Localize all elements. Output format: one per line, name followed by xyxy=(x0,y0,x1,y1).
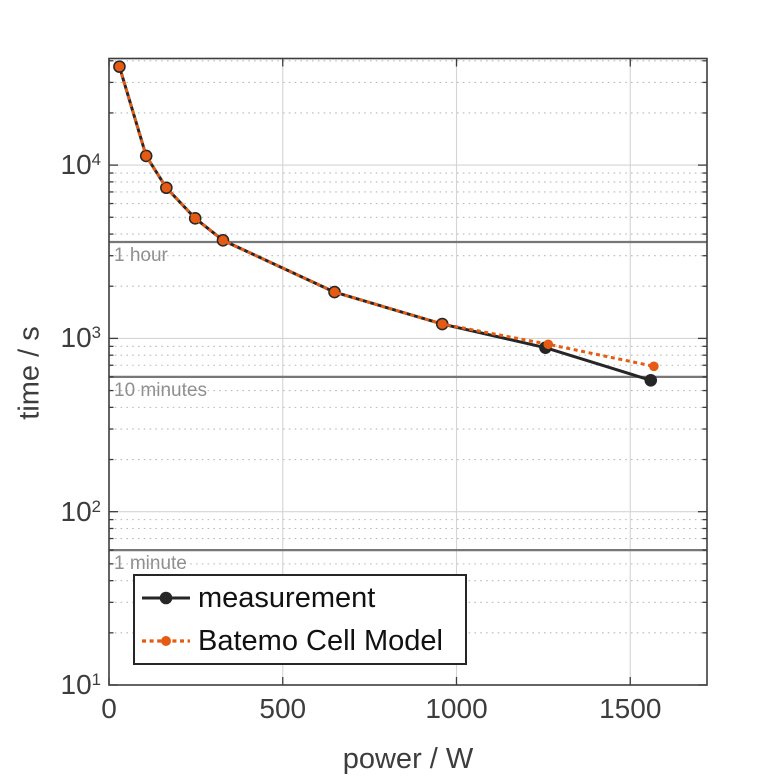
data-point-marker xyxy=(649,361,659,372)
legend-entry-model: Batemo Cell Model xyxy=(135,620,465,662)
reference-line-label: 10 minutes xyxy=(114,379,207,401)
series-measurement xyxy=(113,60,658,387)
data-point-marker xyxy=(644,374,658,387)
data-point-marker xyxy=(161,182,172,193)
x-tick-label: 1000 xyxy=(425,693,488,724)
reference-line-label: 1 hour xyxy=(114,244,168,266)
x-tick-label: 0 xyxy=(101,693,117,724)
reference-lines xyxy=(109,240,707,552)
measurement-line-sample-icon xyxy=(142,591,190,605)
data-point-marker xyxy=(329,287,340,297)
y-tick-label: 102 xyxy=(60,495,102,527)
x-tick-label: 500 xyxy=(259,693,307,724)
legend-label-model: Batemo Cell Model xyxy=(198,624,443,657)
y-tick-label: 103 xyxy=(60,322,102,354)
legend-entry-measurement: measurement xyxy=(135,577,465,619)
legend: measurement Batemo Cell Model xyxy=(133,574,467,665)
series-model xyxy=(114,61,659,372)
axes-box xyxy=(108,57,708,686)
series-line xyxy=(117,66,652,382)
grid-minor xyxy=(109,60,707,634)
data-point-marker xyxy=(218,235,228,246)
model-dotted-line-sample-icon xyxy=(142,636,190,646)
x-tick-label: 1500 xyxy=(599,693,662,724)
x-axis-label: power / W xyxy=(342,743,474,775)
legend-label-measurement: measurement xyxy=(198,581,376,614)
data-point-marker xyxy=(114,61,125,72)
data-point-marker xyxy=(190,213,200,224)
y-tick-label: 104 xyxy=(60,149,102,181)
reference-line-label: 1 minute xyxy=(114,553,187,575)
data-point-marker xyxy=(543,339,554,350)
y-tick-label: 101 xyxy=(60,669,102,700)
axis-ticks xyxy=(108,58,707,686)
data-point-marker xyxy=(437,319,448,329)
data-point-marker xyxy=(141,151,151,161)
